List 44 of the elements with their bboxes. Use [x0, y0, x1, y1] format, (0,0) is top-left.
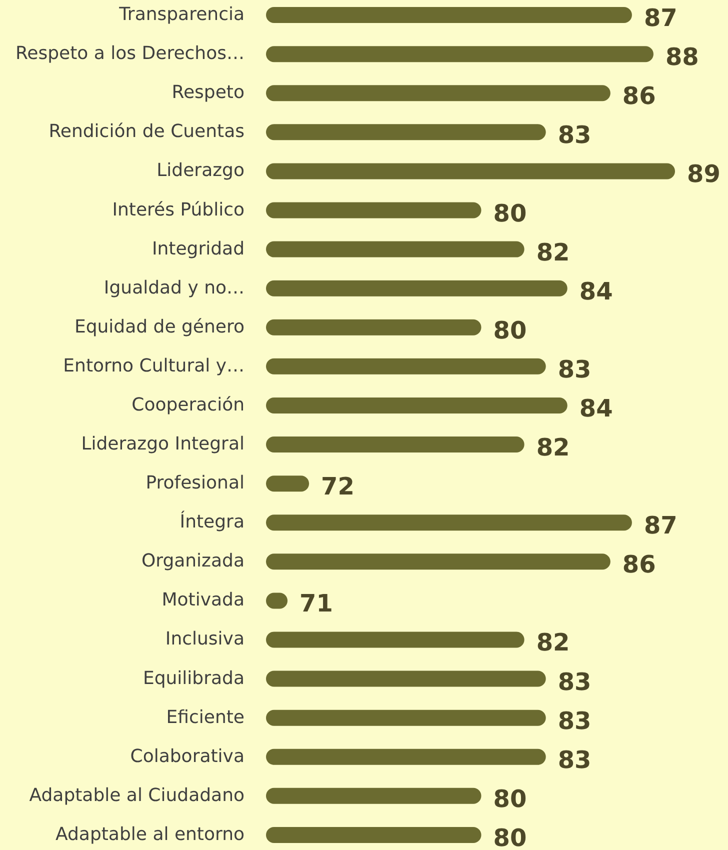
data-label: 72: [321, 472, 354, 501]
y-tick-label: Cooperación: [132, 394, 244, 416]
y-tick-label: Adaptable al Ciudadano: [29, 784, 244, 806]
data-label: 84: [579, 277, 613, 306]
data-label: 83: [558, 706, 592, 735]
y-tick-label: Liderazgo: [156, 160, 244, 182]
data-label: 87: [644, 4, 678, 32]
y-tick-label: Liderazgo Integral: [81, 434, 244, 455]
y-tick-label: Adaptable al entorno: [56, 824, 244, 845]
y-tick-label: Equidad de género: [74, 316, 244, 338]
data-label: 88: [665, 43, 699, 72]
data-label: 86: [622, 550, 656, 579]
y-tick-label: Equilibrada: [142, 668, 244, 689]
data-label: 82: [536, 434, 570, 462]
data-label: 83: [558, 355, 592, 384]
y-tick-label: Respeto: [172, 82, 244, 104]
y-tick-label: Interés Público: [112, 199, 244, 220]
data-label: 80: [493, 824, 527, 850]
y-tick-label: Motivada: [162, 590, 244, 611]
y-tick-label: Igualdad y no…: [104, 277, 244, 298]
data-label: 80: [493, 316, 527, 344]
data-label: 86: [622, 82, 656, 110]
y-tick-label: Organizada: [141, 550, 244, 572]
data-label: 71: [300, 590, 333, 618]
y-tick-label: Profesional: [146, 472, 244, 494]
data-label: 83: [558, 121, 592, 150]
y-tick-label: Respeto a los Derechos…: [15, 43, 244, 64]
data-label: 89: [687, 160, 720, 188]
y-tick-label: Íntegra: [180, 510, 244, 533]
y-tick-label: Colaborativa: [130, 746, 244, 767]
y-tick-label: Rendición de Cuentas: [48, 121, 244, 142]
data-label: 87: [644, 512, 678, 540]
y-tick-label: Eficiente: [166, 706, 244, 728]
data-label: 83: [558, 668, 592, 696]
data-label: 82: [536, 628, 570, 657]
data-label: 82: [536, 238, 570, 266]
data-label: 80: [493, 199, 527, 228]
y-tick-label: Transparencia: [118, 4, 244, 26]
data-label: 83: [558, 746, 592, 774]
y-tick-label: Integridad: [152, 238, 244, 260]
y-tick-label: Entorno Cultural y…: [63, 355, 244, 376]
y-tick-label: Inclusiva: [165, 628, 244, 650]
data-label: 84: [579, 394, 613, 422]
data-label: 80: [493, 784, 527, 813]
